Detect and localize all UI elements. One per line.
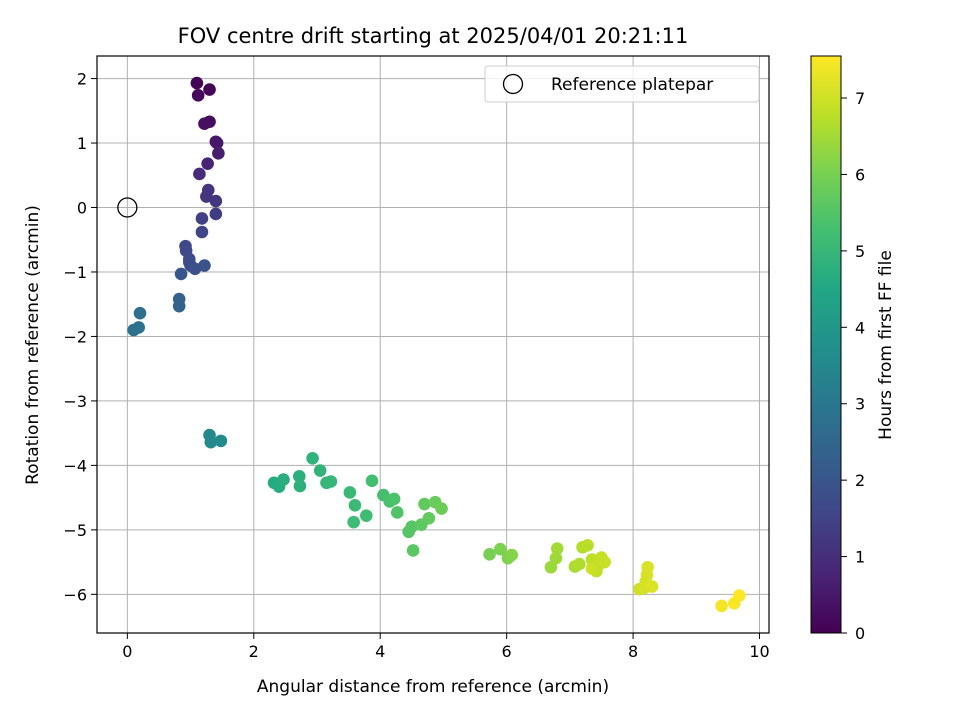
scatter-point	[348, 499, 362, 512]
scatter-point	[133, 306, 147, 320]
legend-label: Reference platepar	[551, 75, 713, 95]
scatter-point	[549, 551, 563, 565]
scatter-point	[198, 117, 211, 130]
scatter-point	[585, 562, 599, 575]
colorbar-tick-label: 0	[855, 624, 865, 643]
x-tick-label: 8	[628, 642, 638, 661]
scatter-point	[573, 557, 586, 571]
reference-marker-layer	[117, 197, 138, 218]
colorbar-tick-label: 7	[855, 89, 865, 108]
scatter-point	[483, 548, 496, 561]
scatter-point	[191, 89, 205, 102]
colorbar: 0 1 2 3 4 5 6 7 Hours from first FF file	[810, 55, 896, 643]
scatter-point	[343, 486, 357, 499]
scatter-point	[435, 502, 448, 515]
scatter-point	[214, 434, 228, 448]
scatter-point	[201, 157, 214, 170]
scatter-point	[127, 323, 140, 337]
scatter-point	[405, 520, 419, 533]
scatter-point	[172, 299, 186, 313]
scatter-point	[212, 147, 225, 160]
scatter-point	[550, 542, 564, 555]
scatter-point	[422, 511, 436, 525]
colorbar-tick-label: 6	[855, 165, 865, 184]
colorbar-tick-label: 3	[855, 395, 865, 414]
plot-frame	[96, 55, 770, 634]
colorbar-tick-label: 4	[855, 318, 865, 337]
colorbar-label: Hours from first FF file	[876, 250, 896, 440]
reference-platepar-marker	[117, 197, 138, 218]
scatter-point	[390, 506, 404, 519]
scatter-point	[174, 267, 188, 281]
scatter-point	[324, 475, 338, 488]
x-tick-label: 4	[375, 642, 385, 661]
y-tick-label: −1	[63, 263, 87, 282]
scatter-point	[645, 580, 659, 593]
y-tick-label: 0	[77, 199, 87, 218]
scatter-point	[198, 259, 211, 272]
scatter-point	[313, 464, 327, 477]
x-tick-label: 10	[749, 642, 769, 661]
y-tick-label: −5	[63, 521, 87, 540]
scatter-point	[292, 470, 306, 483]
scatter-point	[209, 194, 223, 208]
scatter-point	[641, 560, 654, 574]
x-axis-label: Angular distance from reference (arcmin)	[257, 677, 609, 697]
scatter-point	[494, 542, 507, 556]
colorbar-tick-label: 1	[855, 548, 865, 567]
scatter-point	[581, 539, 594, 552]
chart-title: FOV centre drift starting at 2025/04/01 …	[178, 24, 689, 48]
scatter-point	[505, 548, 519, 562]
y-tick-label: 2	[77, 70, 87, 89]
scatter-point	[418, 497, 431, 511]
scatter-point	[195, 225, 209, 239]
scatter-point	[193, 167, 206, 181]
scatter-point	[360, 509, 373, 522]
y-tick-label: 1	[77, 134, 87, 153]
x-axis-ticks: 0 2 4 6 8 10	[122, 633, 770, 661]
scatter-point	[293, 479, 307, 493]
scatter-point	[387, 492, 401, 506]
scatter-point	[210, 136, 224, 150]
scatter-points	[127, 76, 746, 613]
scatter-point	[203, 83, 216, 96]
scatter-point	[365, 474, 379, 488]
scatter-point	[190, 76, 204, 90]
scatter-point	[306, 451, 319, 465]
scatter-point	[406, 544, 420, 557]
scatter-point	[347, 515, 360, 529]
legend: Reference platepar	[484, 65, 760, 103]
scatter-point	[200, 190, 213, 203]
colorbar-ticks: 0 1 2 3 4 5 6 7	[841, 89, 865, 643]
legend-box	[484, 65, 760, 103]
scatter-point	[732, 589, 746, 602]
colorbar-tick-label: 5	[855, 242, 865, 261]
x-tick-label: 6	[502, 642, 512, 661]
colorbar-tick-label: 2	[855, 471, 865, 490]
scatter-point	[277, 473, 290, 486]
y-tick-label: −2	[63, 327, 87, 346]
grid-lines	[97, 56, 769, 633]
scatter-point	[715, 599, 728, 613]
scatter-point	[195, 212, 209, 225]
x-tick-label: 2	[249, 642, 259, 661]
y-tick-label: −6	[63, 585, 87, 604]
scatter-point	[188, 262, 202, 276]
legend-marker-open-circle-icon	[502, 73, 524, 95]
y-tick-label: −3	[63, 392, 87, 411]
x-tick-label: 0	[122, 642, 132, 661]
scatter-point	[598, 555, 611, 569]
y-axis-ticks: 2 1 0 −1 −2 −3 −4 −5 −6	[63, 70, 97, 604]
y-tick-label: −4	[63, 456, 87, 475]
scatter-point	[209, 207, 223, 221]
colorbar-gradient	[810, 55, 842, 634]
scatter-point	[204, 435, 218, 449]
y-axis-label: Rotation from reference (arcmin)	[23, 205, 43, 485]
